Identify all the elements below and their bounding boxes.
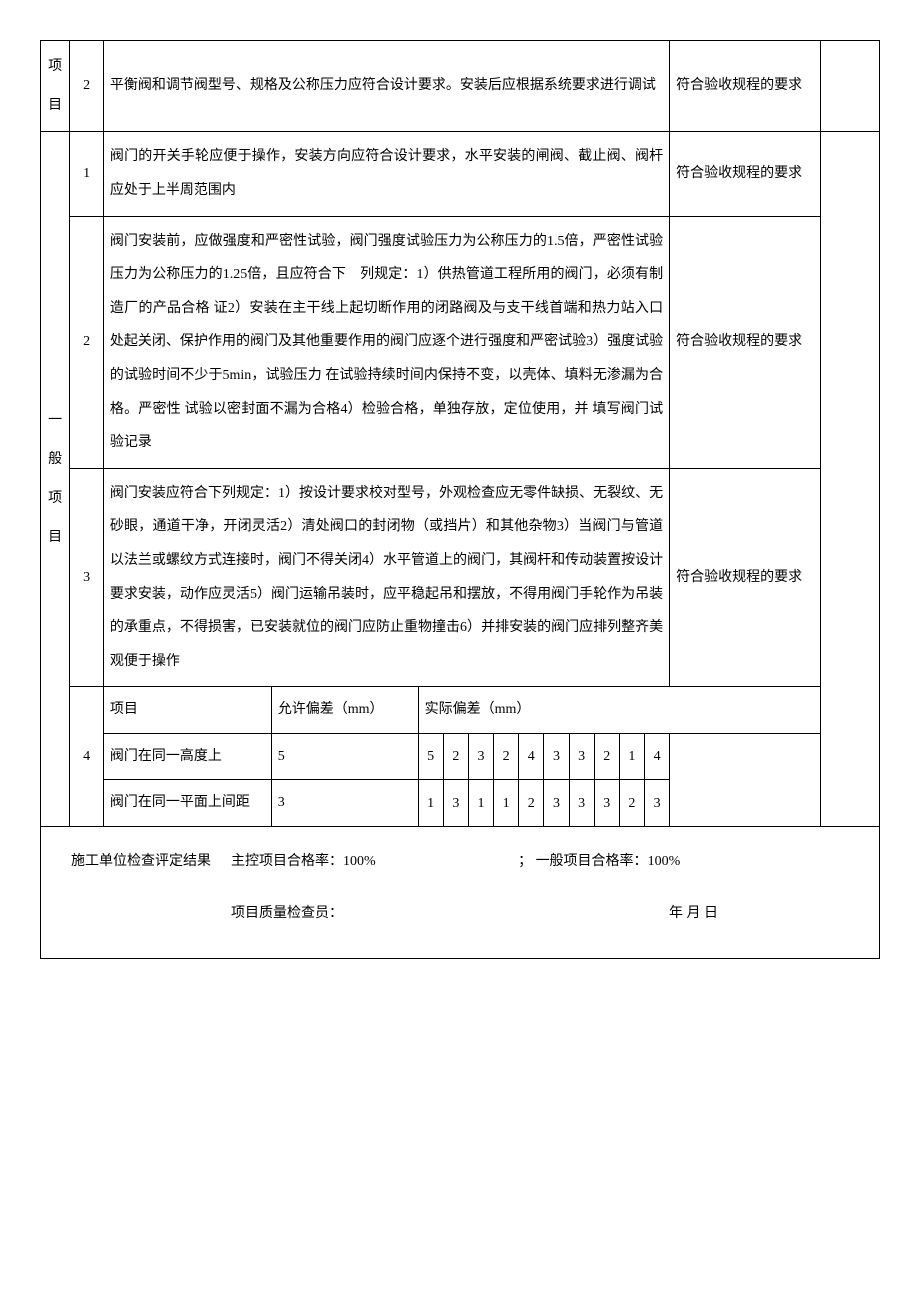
col-header-tolerance: 允许偏差（mm） [271,687,418,734]
dev-val: 3 [594,780,619,827]
section-blank [821,132,880,827]
dev-val: 3 [644,780,669,827]
footer-block: 施工单位检查评定结果 主控项目合格率：100% ； 一般项目合格率：100% 项… [40,827,880,959]
col-header-item: 项目 [103,687,271,734]
dev-item: 阀门在同一高度上 [103,733,271,780]
row-desc: 平衡阀和调节阀型号、规格及公称压力应符合设计要求。安装后应根据系统要求进行调试 [103,41,669,132]
dev-val: 2 [619,780,644,827]
dev-item: 阀门在同一平面上间距 [103,780,271,827]
dev-val: 3 [544,733,569,780]
footer-left-label: 施工单位检查评定结果 [51,845,231,930]
section-label-general: 一般项目 [41,132,70,827]
dev-val: 4 [644,733,669,780]
dev-blank [670,733,821,826]
dev-val: 2 [594,733,619,780]
dev-val: 2 [519,780,544,827]
dev-val: 3 [544,780,569,827]
dev-val: 2 [494,733,519,780]
dev-tolerance: 5 [271,733,418,780]
dev-val: 4 [519,733,544,780]
rate2-label: 一般项目合格率： [536,854,648,869]
dev-tolerance: 3 [271,780,418,827]
dev-val: 1 [494,780,519,827]
rate2-value: 100% [648,854,681,869]
row-number: 2 [70,216,104,468]
date-label: 年 月 日 [669,906,718,921]
col-header-actual: 实际偏差（mm） [418,687,821,734]
row-desc: 阀门的开关手轮应便于操作，安装方向应符合设计要求，水平安装的闸阀、截止阀、阀杆应… [103,132,669,216]
rate1-value: 100% [343,854,376,869]
row-number: 4 [70,687,104,827]
dev-val: 3 [468,733,493,780]
row-number: 3 [70,468,104,687]
rate1-label: 主控项目合格率： [231,854,343,869]
dev-val: 5 [418,733,443,780]
inspection-table: 项目 2 平衡阀和调节阀型号、规格及公称压力应符合设计要求。安装后应根据系统要求… [40,40,880,827]
dev-val: 2 [443,733,468,780]
rate-sep: ； [518,854,532,869]
dev-val: 1 [418,780,443,827]
row-status: 符合验收规程的要求 [670,132,821,216]
row-status: 符合验收规程的要求 [670,216,821,468]
row-desc: 阀门安装应符合下列规定：1）按设计要求校对型号，外观检查应无零件缺损、无裂纹、无… [103,468,669,687]
row-status: 符合验收规程的要求 [670,468,821,687]
row-blank [821,41,880,132]
row-number: 1 [70,132,104,216]
section-label-main: 项目 [41,41,70,132]
dev-val: 1 [619,733,644,780]
row-number: 2 [70,41,104,132]
dev-val: 3 [443,780,468,827]
dev-val: 3 [569,733,594,780]
dev-val: 1 [468,780,493,827]
inspector-label: 项目质量检查员： [231,906,343,921]
dev-val: 3 [569,780,594,827]
row-desc: 阀门安装前，应做强度和严密性试验，阀门强度试验压力为公称压力的1.5倍，严密性试… [103,216,669,468]
row-status: 符合验收规程的要求 [670,41,821,132]
